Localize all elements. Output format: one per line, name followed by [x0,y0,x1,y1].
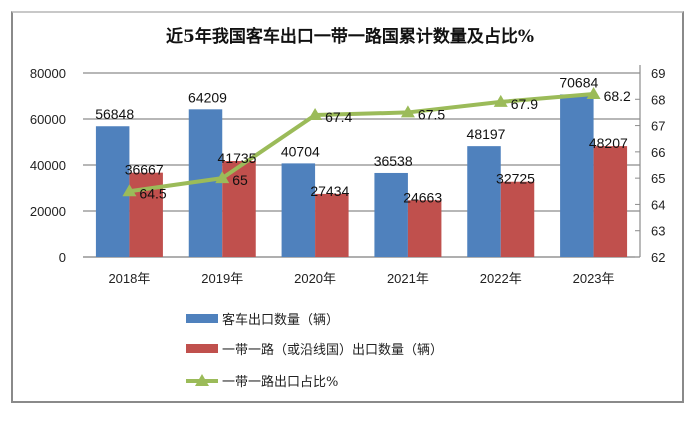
right-tick-label: 69 [651,66,665,81]
x-tick-label: 2021年 [387,271,429,286]
x-tick-label: 2019年 [201,271,243,286]
right-tick-label: 62 [651,250,665,265]
ratio-marker [215,171,230,184]
data-labels: 56848 36667 64209 41735 40704 27434 36538 24663… [95,74,631,205]
chart-title: 近5年我国客车出口一带一路国累计数量及占比% [166,26,534,47]
bar-belt-road-export [593,146,628,257]
legend-label-belt-road: 一带一路（或沿线国）出口数量（辆） [222,342,443,358]
right-tick-label: 63 [651,224,665,239]
x-tick-label: 2022年 [480,271,522,286]
data-label-ratio: 68.2 [604,88,631,104]
data-label-total: 56848 [95,106,134,122]
ratio-marker [586,87,601,100]
data-label-ratio: 65 [232,172,248,188]
left-tick-label: 0 [59,250,66,265]
ratio-marker [122,184,137,197]
data-label-belt-road: 41735 [218,150,257,166]
left-tick-label: 80000 [30,66,66,81]
bar-total-export [374,172,408,257]
legend-label-total: 客车出口数量（辆） [222,312,339,328]
data-label-ratio: 67.4 [325,109,352,125]
legend: 客车出口数量（辆） 一带一路（或沿线国）出口数量（辆） 一带一路出口占比% [186,312,443,390]
right-tick-label: 64 [651,197,665,212]
left-tick-label: 40000 [30,158,66,173]
bar-belt-road-export [407,200,442,257]
legend-triangle-icon [195,374,209,386]
data-label-total: 48197 [467,126,506,142]
data-label-total: 64209 [188,89,227,105]
legend-swatch-belt-road [186,344,218,353]
bar-belt-road-export [222,161,256,257]
ratio-marker [493,94,508,107]
x-tick-label: 2023年 [573,271,615,286]
chart-frame [11,11,684,403]
x-axis: 2018年 2019年 2020年 2021年 2022年 2023年 [108,271,614,286]
data-label-belt-road: 36667 [125,162,164,178]
data-label-belt-road: 24663 [403,189,442,205]
ratio-line [122,87,601,197]
ratio-line-path [129,92,594,194]
data-label-total: 36538 [374,153,413,169]
bar-belt-road-export [315,193,349,257]
x-tick-label: 2020年 [294,271,336,286]
right-tick-label: 67 [651,119,665,134]
gridlines [83,72,640,258]
data-label-total: 70684 [559,74,598,90]
right-tick-label: 65 [651,171,665,186]
legend-swatch-total [186,314,218,323]
ratio-marker [400,105,415,118]
data-label-belt-road: 48207 [589,135,628,151]
data-label-ratio: 67.5 [418,106,445,122]
right-axis: 62 63 64 65 66 67 68 69 [635,65,665,265]
bar-total-export [95,126,130,257]
right-tick-label: 66 [651,145,665,160]
bar-total-export [560,94,594,257]
x-tick-label: 2018年 [108,271,150,286]
left-tick-label: 20000 [30,204,66,219]
right-tick-label: 68 [651,92,665,107]
data-label-belt-road: 32725 [496,171,535,187]
data-label-belt-road: 27434 [310,183,349,199]
bar-total-export [281,163,316,257]
legend-label-ratio: 一带一路出口占比% [222,374,338,390]
left-tick-label: 60000 [30,112,66,127]
data-label-total: 40704 [281,143,320,159]
data-label-ratio: 67.9 [511,96,538,112]
data-label-ratio: 64.5 [139,185,166,201]
bar-total-export [467,146,501,257]
bar-belt-road-export [500,181,535,257]
left-axis: 0 20000 40000 60000 80000 [30,66,66,265]
ratio-marker [308,108,323,121]
